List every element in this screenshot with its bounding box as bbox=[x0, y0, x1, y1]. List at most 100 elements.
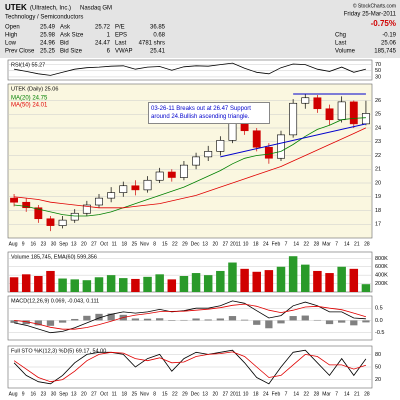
candle-body bbox=[167, 171, 176, 178]
bar bbox=[349, 268, 359, 292]
summary-label: Last bbox=[335, 41, 347, 47]
x-tick-label: Aug bbox=[9, 391, 18, 397]
x-tick-label: 14 bbox=[293, 391, 299, 397]
summary-label: Volume bbox=[335, 49, 356, 55]
histogram-bar bbox=[10, 320, 18, 323]
bar bbox=[82, 280, 92, 292]
x-tick-label: 22 bbox=[172, 391, 178, 397]
x-tick-label: 13 bbox=[202, 391, 208, 397]
bar bbox=[21, 274, 31, 292]
histogram-bar bbox=[58, 320, 67, 323]
bar bbox=[34, 276, 43, 292]
trendline bbox=[220, 123, 367, 158]
x-tick-label: 13 bbox=[202, 241, 208, 247]
y-tick-label: 0.5 bbox=[375, 306, 383, 312]
x-tick-label: Sep bbox=[59, 241, 68, 247]
x-tick-label: Dec bbox=[191, 241, 200, 247]
quote-value: 6 bbox=[107, 49, 111, 55]
candle-body bbox=[155, 171, 164, 181]
date: Friday 25-Mar-2011 bbox=[344, 12, 397, 18]
candle-body bbox=[10, 197, 19, 203]
bar bbox=[179, 276, 189, 292]
y-tick-label: 21 bbox=[375, 167, 381, 173]
x-tick-label: 11 bbox=[112, 241, 117, 247]
x-tick-label: 16 bbox=[30, 391, 36, 397]
histogram-bar bbox=[131, 318, 140, 321]
histogram-bar bbox=[350, 320, 358, 326]
bar bbox=[203, 275, 213, 292]
bar bbox=[155, 274, 164, 292]
x-tick-label: Feb bbox=[272, 391, 281, 397]
quote-value: 25.25 bbox=[40, 49, 56, 55]
histogram-bar bbox=[34, 320, 42, 326]
x-tick-label: 20 bbox=[81, 391, 87, 397]
quote-value: 25.41 bbox=[150, 49, 166, 55]
candle-body bbox=[46, 218, 55, 226]
x-tick-label: 18 bbox=[253, 241, 259, 247]
quote-label: Bid Size bbox=[60, 49, 83, 55]
candle-body bbox=[361, 113, 370, 125]
x-tick-label: 20 bbox=[81, 241, 87, 247]
candle-body bbox=[252, 130, 261, 148]
histogram-bar bbox=[83, 315, 91, 321]
bar bbox=[131, 278, 140, 292]
quote-value: 24.47 bbox=[95, 41, 111, 47]
histogram-bar bbox=[95, 313, 103, 321]
line bbox=[14, 117, 366, 217]
candle-body bbox=[337, 101, 346, 121]
candle-body bbox=[204, 151, 213, 158]
x-tick-label: 29 bbox=[182, 241, 188, 247]
bar bbox=[191, 273, 201, 292]
panel-title: MACD(12,26,9) 0.069, -0.043, 0.111 bbox=[11, 298, 99, 304]
y-tick-label: 25 bbox=[375, 112, 381, 118]
x-tick-label: 23 bbox=[41, 391, 47, 397]
header-bg bbox=[0, 0, 400, 58]
sector: Technology / Semiconductors bbox=[5, 15, 83, 21]
histogram-bar bbox=[338, 320, 346, 323]
candle-body bbox=[325, 108, 334, 121]
x-tick-label: 18 bbox=[253, 391, 259, 397]
x-tick-label: 7 bbox=[285, 391, 288, 397]
line bbox=[13, 349, 367, 385]
x-tick-label: 10 bbox=[243, 391, 249, 397]
quote-label: Last bbox=[115, 41, 127, 47]
x-tick-label: 15 bbox=[162, 391, 168, 397]
histogram-bar bbox=[192, 318, 200, 321]
histogram-bar bbox=[216, 318, 224, 321]
line bbox=[14, 300, 366, 334]
panel bbox=[7, 59, 373, 81]
y-tick-label: 18 bbox=[375, 208, 381, 214]
source: © StockCharts.com bbox=[353, 2, 396, 9]
x-tick-label: 24 bbox=[263, 241, 269, 247]
x-tick-label: 22 bbox=[303, 241, 309, 247]
bar bbox=[228, 262, 237, 292]
x-tick-label: Aug bbox=[9, 241, 18, 247]
x-tick-label: 23 bbox=[41, 241, 47, 247]
candle-body bbox=[107, 192, 116, 199]
histogram-bar bbox=[156, 318, 164, 321]
candle-body bbox=[289, 102, 298, 136]
line bbox=[13, 351, 367, 383]
bar bbox=[216, 270, 225, 292]
histogram-bar bbox=[71, 318, 79, 321]
x-tick-label: Mar bbox=[322, 241, 331, 247]
line bbox=[14, 62, 367, 76]
quote-label: Ask bbox=[60, 25, 71, 31]
y-tick-label: 30 bbox=[375, 74, 381, 80]
histogram-bar bbox=[289, 316, 297, 321]
quote-label: EPS bbox=[115, 33, 127, 39]
x-tick-label: 27 bbox=[91, 241, 97, 247]
y-tick-label: 50 bbox=[375, 68, 381, 74]
x-tick-label: 27 bbox=[223, 241, 229, 247]
change-pct: -0.75% bbox=[371, 19, 396, 28]
candle-body bbox=[143, 179, 152, 191]
histogram-bar bbox=[362, 320, 370, 323]
y-tick-label: 19 bbox=[375, 194, 381, 200]
quote-value: 36.85 bbox=[150, 25, 166, 31]
quote-value: 1 bbox=[107, 33, 111, 39]
y-tick-label: 26 bbox=[375, 98, 381, 104]
candle-body bbox=[216, 140, 225, 152]
x-tick-label: Oct bbox=[100, 241, 108, 247]
